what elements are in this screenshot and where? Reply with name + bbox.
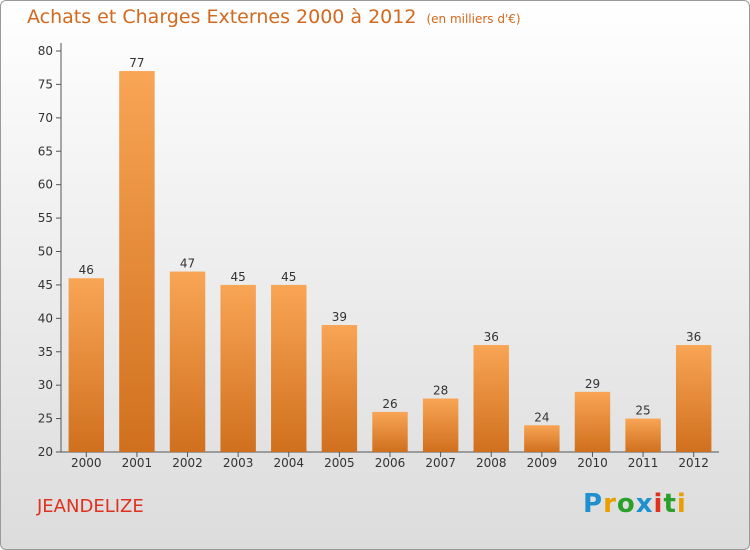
x-tick-label: 2010 (577, 456, 608, 470)
y-tick-label: 25 (38, 412, 53, 426)
bar (675, 345, 712, 452)
data-label: 45 (281, 270, 296, 284)
data-label: 36 (686, 330, 701, 344)
logo-letter: o (616, 489, 636, 519)
logo-letter: i (653, 489, 664, 519)
y-tick-label: 60 (38, 178, 53, 192)
y-tick-label: 30 (38, 378, 53, 392)
logo-letter: P (583, 489, 604, 519)
bar (372, 411, 408, 452)
bar (524, 425, 560, 452)
y-tick-label: 65 (38, 144, 53, 158)
bar (625, 418, 661, 452)
bar (169, 271, 206, 452)
data-label: 25 (635, 404, 650, 418)
bar (422, 398, 459, 452)
x-tick-label: 2009 (527, 456, 558, 470)
logo-letter: r (603, 489, 617, 519)
y-tick-label: 55 (38, 211, 53, 225)
logo-letter: i (676, 489, 687, 519)
commune-name: JEANDELIZE (37, 496, 144, 517)
data-label: 77 (129, 56, 144, 70)
y-tick-label: 35 (38, 345, 53, 359)
y-tick-label: 40 (38, 311, 53, 325)
bar (473, 345, 509, 452)
y-tick-label: 45 (38, 278, 53, 292)
data-label: 26 (382, 397, 397, 411)
y-tick-label: 75 (38, 77, 53, 91)
data-label: 36 (484, 330, 499, 344)
logo-letter: x (635, 489, 654, 519)
bar (271, 284, 307, 452)
data-label: 39 (332, 310, 347, 324)
x-tick-label: 2007 (425, 456, 456, 470)
data-label: 47 (180, 257, 195, 271)
logo-letter: t (663, 489, 677, 519)
bar (68, 278, 105, 452)
data-label: 45 (231, 270, 246, 284)
bar (119, 71, 155, 453)
x-tick-label: 2008 (476, 456, 507, 470)
chart-title: Achats et Charges Externes 2000 à 2012 (27, 6, 417, 28)
y-tick-label: 70 (38, 111, 53, 125)
y-tick-label: 20 (38, 445, 53, 459)
proxiti-logo[interactable]: Proxiti (583, 489, 687, 519)
x-tick-label: 2003 (223, 456, 254, 470)
x-tick-label: 2006 (375, 456, 406, 470)
x-tick-label: 2011 (628, 456, 659, 470)
y-tick-label: 80 (38, 44, 53, 58)
x-tick-label: 2001 (122, 456, 153, 470)
bar (220, 284, 256, 452)
data-label: 28 (433, 384, 448, 398)
bar (321, 325, 358, 452)
x-tick-label: 2005 (324, 456, 355, 470)
chart-unit: (en milliers d'€) (426, 12, 521, 26)
x-tick-label: 2000 (71, 456, 102, 470)
y-tick-label: 50 (38, 245, 53, 259)
chart-title-block: Achats et Charges Externes 2000 à 2012 (e… (27, 6, 521, 28)
bar (574, 391, 611, 452)
data-label: 46 (79, 263, 94, 277)
data-label: 24 (534, 410, 549, 424)
data-label: 29 (585, 377, 600, 391)
bars: 46 77 47 45 45 39 26 28 36 24 29 25 36 (68, 56, 712, 453)
x-tick-label: 2002 (172, 456, 203, 470)
x-tick-label: 2012 (678, 456, 709, 470)
x-tick-label: 2004 (273, 456, 304, 470)
